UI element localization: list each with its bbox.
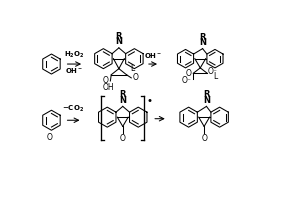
Text: O⁻: O⁻ — [182, 76, 192, 85]
Text: •: • — [146, 96, 152, 106]
Text: R: R — [119, 90, 126, 99]
Text: L: L — [213, 72, 218, 81]
Text: $\mathbf{OH^-}$: $\mathbf{OH^-}$ — [144, 51, 162, 60]
Text: R: R — [203, 90, 210, 99]
Text: $\mathbf{H_2O_2}$: $\mathbf{H_2O_2}$ — [64, 50, 85, 60]
Text: R: R — [199, 33, 206, 42]
Text: L: L — [130, 64, 135, 73]
Text: N: N — [116, 37, 122, 46]
Text: O: O — [120, 134, 126, 143]
Text: R: R — [116, 32, 122, 41]
Text: $\mathbf{-CO_2}$: $\mathbf{-CO_2}$ — [62, 104, 84, 114]
Text: N: N — [119, 96, 126, 105]
Text: $\mathbf{OH^-}$: $\mathbf{OH^-}$ — [65, 66, 83, 75]
Text: O: O — [186, 69, 192, 78]
Text: N: N — [203, 96, 210, 105]
Text: O: O — [103, 76, 109, 85]
Text: OH: OH — [102, 83, 114, 92]
Text: O⁻: O⁻ — [208, 67, 218, 76]
Text: N: N — [199, 38, 206, 47]
Text: O: O — [133, 73, 139, 82]
Text: O: O — [201, 134, 207, 143]
Text: O: O — [47, 133, 53, 142]
